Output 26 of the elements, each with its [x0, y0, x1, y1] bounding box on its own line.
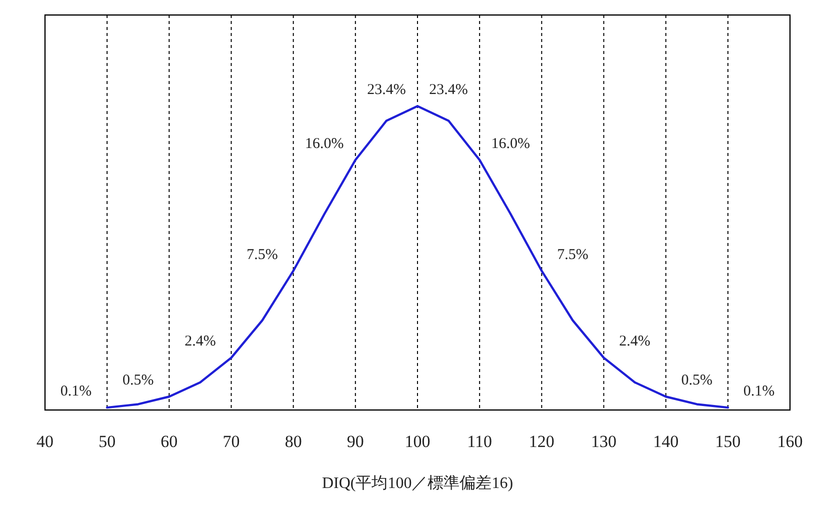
annotation: 0.5%: [681, 372, 712, 389]
x-tick-label: 80: [284, 432, 302, 451]
x-tick-label: 140: [653, 432, 679, 451]
annotation: 16.0%: [491, 136, 530, 152]
x-tick-label: 160: [777, 432, 803, 451]
x-tick-label: 90: [346, 432, 364, 451]
x-tick-label: 130: [591, 432, 616, 451]
x-tick-label: 70: [222, 432, 240, 451]
x-tick-label: 110: [467, 432, 492, 451]
annotation: 2.4%: [619, 334, 650, 350]
annotation: 0.5%: [122, 372, 154, 389]
annotation: 0.1%: [743, 384, 775, 400]
x-tick-label: 50: [98, 432, 116, 451]
annotation: 7.5%: [246, 246, 278, 263]
x-tick-label: 120: [528, 432, 554, 451]
annotation: 16.0%: [305, 136, 344, 152]
x-tick-label: 60: [160, 432, 178, 451]
x-axis-title: DIQ(平均100／標準偏差16): [322, 474, 514, 492]
x-tick-label: 150: [715, 432, 741, 451]
text: 23.4%: [367, 82, 406, 98]
x-tick-label: 100: [404, 432, 430, 451]
x-tick-label: 40: [36, 432, 54, 451]
annotation: 0.1%: [60, 384, 92, 400]
annotation: 7.5%: [557, 246, 588, 263]
annotation: 2.4%: [184, 334, 216, 350]
text: 23.4%: [429, 82, 468, 98]
